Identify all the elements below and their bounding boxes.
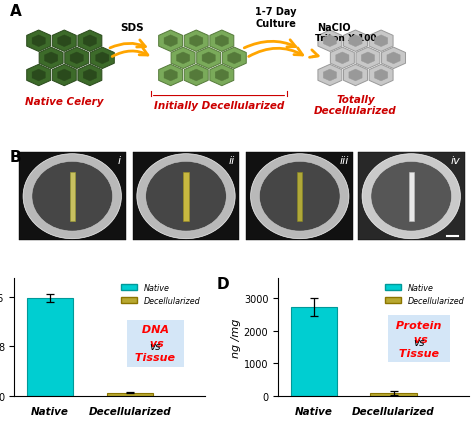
Polygon shape xyxy=(197,48,221,69)
Ellipse shape xyxy=(146,162,226,231)
Polygon shape xyxy=(27,65,51,86)
Polygon shape xyxy=(336,53,349,65)
Polygon shape xyxy=(344,31,367,52)
Ellipse shape xyxy=(362,154,460,239)
Polygon shape xyxy=(330,48,355,69)
Polygon shape xyxy=(164,36,177,48)
Polygon shape xyxy=(171,48,195,69)
Text: vs: vs xyxy=(413,337,425,347)
Legend: Native, Decellularized: Native, Decellularized xyxy=(118,280,203,308)
Polygon shape xyxy=(52,31,76,52)
Text: iii: iii xyxy=(339,156,349,166)
Polygon shape xyxy=(374,70,388,82)
Polygon shape xyxy=(202,53,215,65)
Polygon shape xyxy=(190,36,203,48)
Polygon shape xyxy=(52,65,76,86)
Bar xyxy=(133,153,239,241)
Polygon shape xyxy=(83,70,96,82)
Polygon shape xyxy=(210,31,234,52)
Text: Totally
Decellularized: Totally Decellularized xyxy=(314,95,397,116)
Bar xyxy=(409,173,414,221)
Text: Native Celery: Native Celery xyxy=(25,97,103,107)
Text: DNA 
 vs
 Tissue: DNA vs Tissue xyxy=(131,325,179,363)
Text: iv: iv xyxy=(450,156,460,166)
Bar xyxy=(183,173,189,221)
Polygon shape xyxy=(369,65,393,86)
Ellipse shape xyxy=(259,162,340,231)
Polygon shape xyxy=(83,36,96,48)
Polygon shape xyxy=(58,70,71,82)
Polygon shape xyxy=(215,70,228,82)
Polygon shape xyxy=(361,53,374,65)
Polygon shape xyxy=(374,36,388,48)
Ellipse shape xyxy=(371,162,452,231)
Polygon shape xyxy=(96,53,109,65)
Polygon shape xyxy=(382,48,406,69)
Ellipse shape xyxy=(32,162,112,231)
Polygon shape xyxy=(344,65,367,86)
Text: Initially Decellularized: Initially Decellularized xyxy=(154,101,284,111)
Polygon shape xyxy=(32,70,46,82)
Polygon shape xyxy=(39,48,63,69)
Polygon shape xyxy=(184,65,208,86)
Polygon shape xyxy=(190,70,203,82)
Text: Triton X-100: Triton X-100 xyxy=(315,34,376,43)
Polygon shape xyxy=(349,70,362,82)
Polygon shape xyxy=(323,70,337,82)
Polygon shape xyxy=(70,53,83,65)
Polygon shape xyxy=(45,53,58,65)
Polygon shape xyxy=(369,31,393,52)
Text: i: i xyxy=(118,156,121,166)
Polygon shape xyxy=(323,36,337,48)
Polygon shape xyxy=(164,70,177,82)
Polygon shape xyxy=(349,36,362,48)
Y-axis label: ng /mg: ng /mg xyxy=(231,318,241,357)
Bar xyxy=(19,153,126,241)
Text: D: D xyxy=(217,276,229,291)
Text: SDS: SDS xyxy=(120,23,144,33)
Ellipse shape xyxy=(137,154,235,239)
Polygon shape xyxy=(65,48,89,69)
Text: NaClO: NaClO xyxy=(317,23,350,33)
Polygon shape xyxy=(215,36,228,48)
Polygon shape xyxy=(91,48,114,69)
Bar xyxy=(297,173,302,221)
Polygon shape xyxy=(228,53,241,65)
Ellipse shape xyxy=(251,154,349,239)
Polygon shape xyxy=(27,31,51,52)
Polygon shape xyxy=(159,31,182,52)
Text: B: B xyxy=(9,150,21,164)
Polygon shape xyxy=(318,65,342,86)
Polygon shape xyxy=(78,65,102,86)
Ellipse shape xyxy=(23,154,121,239)
Text: ii: ii xyxy=(228,156,235,166)
Bar xyxy=(107,393,153,396)
Text: 1-7 Day
Culture: 1-7 Day Culture xyxy=(255,7,297,29)
Legend: Native, Decellularized: Native, Decellularized xyxy=(382,280,467,308)
Text: A: A xyxy=(9,4,21,19)
Text: vs: vs xyxy=(149,341,161,351)
Bar xyxy=(70,173,75,221)
Polygon shape xyxy=(176,53,190,65)
Bar xyxy=(358,153,465,241)
Polygon shape xyxy=(356,48,380,69)
Bar xyxy=(371,393,417,396)
Polygon shape xyxy=(32,36,46,48)
Bar xyxy=(246,153,353,241)
Polygon shape xyxy=(78,31,102,52)
Bar xyxy=(27,298,73,396)
Bar xyxy=(291,307,337,396)
Polygon shape xyxy=(159,65,182,86)
Text: Protein 
 vs
 Tissue: Protein vs Tissue xyxy=(392,320,446,358)
Polygon shape xyxy=(184,31,208,52)
Polygon shape xyxy=(210,65,234,86)
Polygon shape xyxy=(318,31,342,52)
Polygon shape xyxy=(222,48,246,69)
Polygon shape xyxy=(387,53,400,65)
Polygon shape xyxy=(58,36,71,48)
